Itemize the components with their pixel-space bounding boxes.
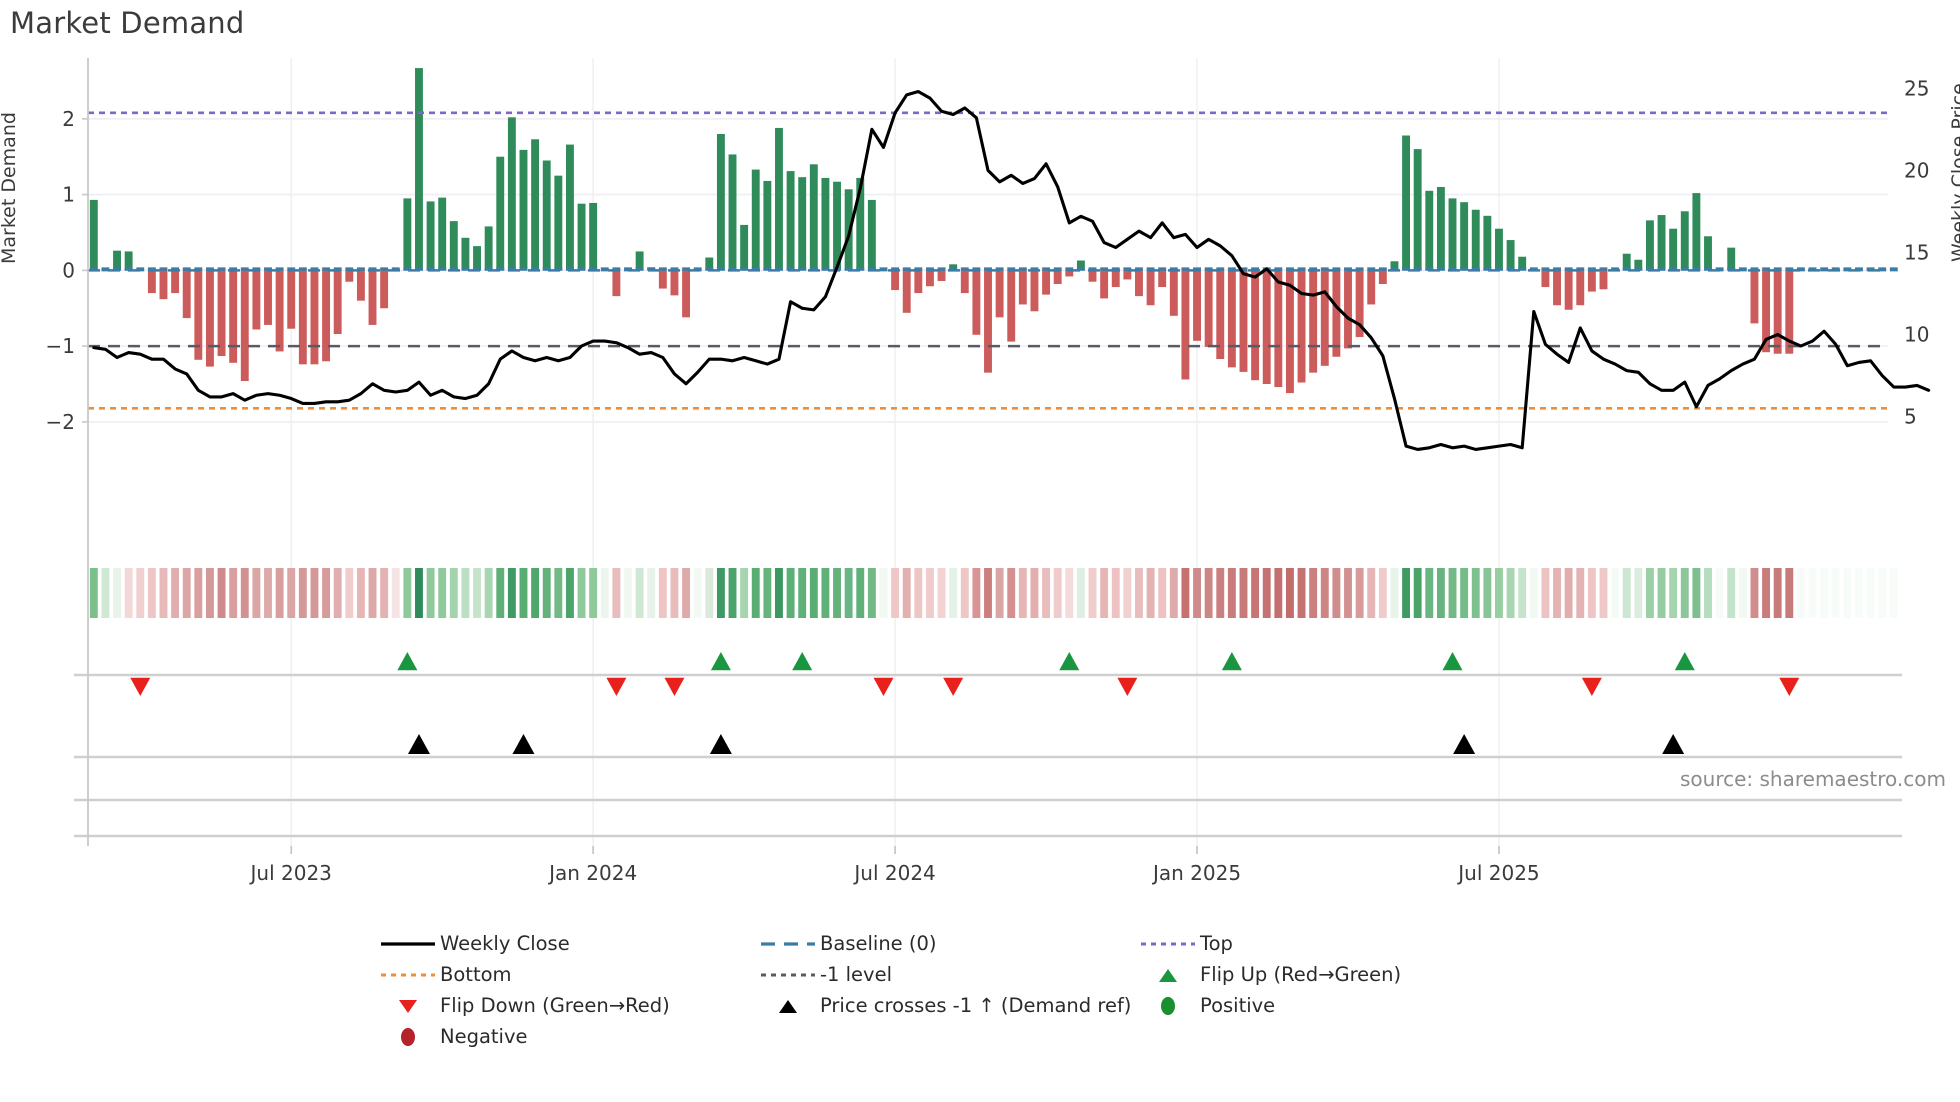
- price-cross-up-marker: [1453, 734, 1476, 755]
- price-cross-up-marker: [1662, 734, 1685, 755]
- weekly-close-line: [92, 90, 1931, 451]
- flip-up-marker: [397, 652, 418, 671]
- legend-item[interactable]: Bottom: [376, 959, 756, 990]
- flip-down-marker: [873, 677, 894, 696]
- legend-label: -1 level: [820, 963, 893, 986]
- legend-label: Flip Down (Green→Red): [440, 994, 670, 1017]
- x-tick-label: Jul 2025: [1456, 861, 1539, 885]
- flip-down-marker: [664, 677, 685, 696]
- flip-up-marker: [1059, 652, 1080, 671]
- triangle-up-green-icon: [1136, 965, 1200, 985]
- dashed-line-blue-icon: [756, 935, 820, 953]
- flip-up-marker: [792, 652, 813, 671]
- intensity-strip: [89, 568, 1898, 618]
- triangle-up-black-icon: [756, 996, 820, 1016]
- y-tick-right: 20: [1904, 158, 1929, 182]
- gridlines: [88, 58, 1888, 846]
- legend-label: Price crosses -1 ↑ (Demand ref): [820, 994, 1132, 1017]
- flip-down-marker: [1581, 677, 1602, 696]
- x-tick-label: Jul 2023: [249, 861, 332, 885]
- chart-legend: Weekly Close Baseline (0) Top Bottom -1 leve…: [376, 928, 1576, 1052]
- legend-label: Top: [1200, 932, 1233, 955]
- x-tick-label: Jan 2024: [547, 861, 637, 885]
- x-tick-label: Jan 2025: [1151, 861, 1241, 885]
- circle-green-icon: [1136, 995, 1200, 1017]
- circle-red-icon: [376, 1026, 440, 1048]
- legend-row: Bottom -1 level Flip Up (Red→Green): [376, 959, 1576, 990]
- flip-down-marker: [1779, 677, 1800, 696]
- legend-item[interactable]: Weekly Close: [376, 928, 756, 959]
- legend-item[interactable]: Flip Down (Green→Red): [376, 990, 756, 1021]
- price-cross-up-marker: [407, 734, 430, 755]
- flip-down-marker: [130, 677, 151, 696]
- legend-row: Flip Down (Green→Red) Price crosses -1 ↑ …: [376, 990, 1576, 1021]
- legend-item[interactable]: Top: [1136, 928, 1516, 959]
- y-tick-left: −2: [46, 410, 75, 434]
- y-tick-left: −1: [46, 334, 75, 358]
- price-cross-up-marker: [512, 734, 535, 755]
- legend-item[interactable]: Negative: [376, 1021, 756, 1052]
- flip-down-marker: [1117, 677, 1138, 696]
- y-tick-right: 10: [1904, 323, 1929, 347]
- price-cross-up-marker: [709, 734, 732, 755]
- dotted-line-orange-icon: [376, 966, 440, 984]
- legend-label: Weekly Close: [440, 932, 570, 955]
- dotted-line-purple-icon: [1136, 935, 1200, 953]
- flip-up-marker: [1674, 652, 1695, 671]
- legend-item[interactable]: Price crosses -1 ↑ (Demand ref): [756, 990, 1136, 1021]
- legend-item[interactable]: Baseline (0): [756, 928, 1136, 959]
- y-tick-right: 5: [1904, 405, 1917, 429]
- legend-row: Negative: [376, 1021, 1576, 1052]
- legend-row: Weekly Close Baseline (0) Top: [376, 928, 1576, 959]
- legend-item[interactable]: Flip Up (Red→Green): [1136, 959, 1516, 990]
- legend-label: Negative: [440, 1025, 528, 1048]
- solid-line-black-icon: [376, 935, 440, 953]
- flip-up-marker: [1442, 652, 1463, 671]
- triangle-down-red-icon: [376, 996, 440, 1016]
- x-tick-label: Jul 2024: [852, 861, 935, 885]
- flip-up-marker: [1221, 652, 1242, 671]
- flip-down-marker: [606, 677, 627, 696]
- flip-down-marker: [943, 677, 964, 696]
- demand-bars: [89, 68, 1898, 394]
- legend-label: Positive: [1200, 994, 1276, 1017]
- event-markers: [74, 652, 1902, 838]
- flip-up-marker: [710, 652, 731, 671]
- dotted-line-gray-icon: [756, 966, 820, 984]
- y-tick-left: 1: [62, 183, 75, 207]
- page-title: Market Demand: [10, 6, 245, 40]
- legend-label: Baseline (0): [820, 932, 937, 955]
- legend-label: Flip Up (Red→Green): [1200, 963, 1402, 986]
- y-tick-right: 15: [1904, 240, 1929, 264]
- y-tick-right: 25: [1904, 76, 1929, 100]
- legend-item[interactable]: Positive: [1136, 990, 1516, 1021]
- source-attribution: source: sharemaestro.com: [1680, 767, 1946, 791]
- y-tick-left: 2: [62, 107, 75, 131]
- legend-label: Bottom: [440, 963, 512, 986]
- y-tick-left: 0: [62, 258, 75, 282]
- legend-item[interactable]: -1 level: [756, 959, 1136, 990]
